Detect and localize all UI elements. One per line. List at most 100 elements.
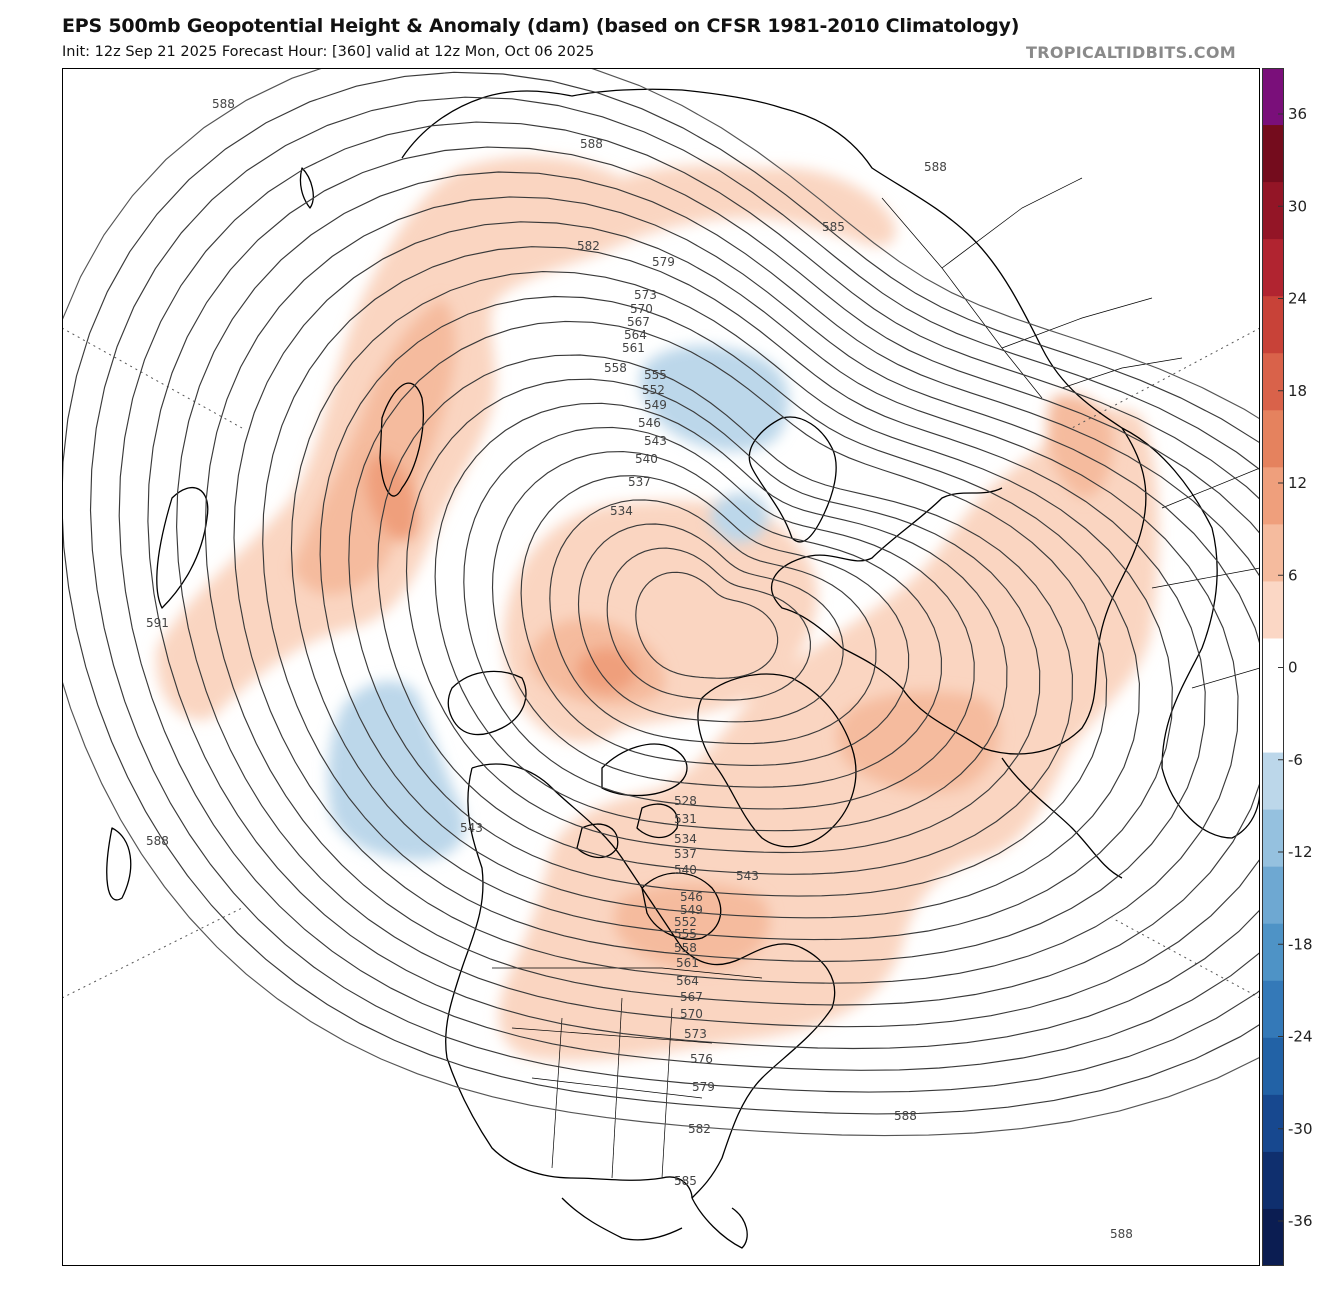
contour-label-549-s: 549 — [680, 903, 703, 917]
coastlines — [106, 88, 1260, 1249]
contour-label-570-n: 570 — [630, 302, 653, 316]
colorbar-tick-label: 30 — [1288, 197, 1307, 215]
colorbar-swatch — [1262, 638, 1284, 697]
height-contour-576 — [176, 171, 1260, 1028]
contour-label-543-n: 543 — [644, 434, 667, 448]
contour-label-537-n: 537 — [628, 475, 651, 489]
contour-label-537-s: 537 — [674, 847, 697, 861]
colorbar-swatch — [1262, 239, 1284, 297]
colorbar-tick-label: -12 — [1288, 843, 1313, 861]
colorbar-swatch — [1262, 1151, 1284, 1210]
colorbar-swatch — [1262, 695, 1284, 754]
colorbar-tick-label: 24 — [1288, 290, 1307, 308]
contour-label-585-s: 585 — [674, 1174, 697, 1188]
colorbar-swatch — [1262, 524, 1284, 583]
colorbar-swatch — [1262, 410, 1284, 468]
contour-label-588-nw: 588 — [212, 97, 235, 111]
political-borders — [492, 177, 1260, 1179]
colorbar-tick-label: 36 — [1288, 105, 1307, 123]
contour-label-567-n: 567 — [627, 315, 650, 329]
contour-label-555-n: 555 — [644, 368, 667, 382]
contour-label-534-s: 534 — [674, 832, 697, 846]
height-contour-537 — [549, 499, 877, 745]
colorbar-swatch — [1262, 296, 1284, 354]
height-contour-573 — [204, 196, 1260, 1006]
height-contour-540 — [520, 475, 910, 766]
height-contour-543 — [491, 451, 942, 788]
height-contour-588 — [62, 71, 1260, 1115]
contour-label-552-n: 552 — [642, 383, 665, 397]
colorbar-swatch — [1262, 467, 1284, 525]
contour-label-528-s: 528 — [674, 794, 697, 808]
colorbar-swatch — [1262, 581, 1284, 640]
height-contour-558 — [348, 320, 1108, 897]
height-contours — [62, 68, 1260, 1137]
map-frame — [62, 68, 1260, 1266]
colorbar-swatch — [1262, 809, 1284, 868]
height-contour-561 — [319, 295, 1140, 919]
height-contour-579 — [147, 146, 1260, 1050]
contour-label-558-s: 558 — [674, 941, 697, 955]
contour-label-552-s: 552 — [674, 915, 697, 929]
contour-label-573-n: 573 — [634, 288, 657, 302]
contour-label-540-s: 540 — [674, 863, 697, 877]
colorbar-swatch — [1262, 980, 1284, 1039]
contour-label-531-s: 531 — [674, 812, 697, 826]
contour-label-588-ne: 588 — [924, 160, 947, 174]
colorbar-swatch — [1262, 182, 1284, 240]
anomaly-colorbar: 36 30 24 18 12 6 0 -6 -12 -18 -24 -30 -36 — [1262, 68, 1313, 1266]
contour-label-588-n: 588 — [580, 137, 603, 151]
height-contour-552 — [405, 378, 1041, 854]
contour-label-534-n: 534 — [610, 504, 633, 518]
contour-label-549-n: 549 — [644, 398, 667, 412]
contour-label-561-n: 561 — [622, 341, 645, 355]
contour-label-579-s: 579 — [692, 1080, 715, 1094]
height-contour-585 — [89, 96, 1260, 1093]
contour-label-555-s: 555 — [674, 927, 697, 941]
contour-label-546-s: 546 — [680, 890, 703, 904]
colorbar-tick-label: 18 — [1288, 382, 1307, 400]
contour-label-591-w: 591 — [146, 616, 169, 630]
colorbar-tick-label: 12 — [1288, 474, 1307, 492]
contour-label-582-s: 582 — [688, 1122, 711, 1136]
colorbar-swatch — [1262, 923, 1284, 982]
contour-label-588-se: 588 — [894, 1109, 917, 1123]
colorbar-swatch — [1262, 68, 1284, 126]
map-subtitle: Init: 12z Sep 21 2025 Forecast Hour: [36… — [62, 44, 595, 60]
colorbar-tick-label: -24 — [1288, 1028, 1313, 1046]
graticule — [62, 327, 1260, 999]
contour-label-543-pac: 543 — [460, 821, 483, 835]
contour-label-573-s: 573 — [684, 1027, 707, 1041]
colorbar-swatch — [1262, 1208, 1284, 1266]
contour-label-588-w: 588 — [146, 834, 169, 848]
contour-label-558-n: 558 — [604, 361, 627, 375]
contour-label-576-s: 576 — [690, 1052, 713, 1066]
height-contour-549 — [434, 402, 1008, 832]
height-contour-555 — [377, 354, 1073, 875]
colorbar-tick-label: -30 — [1288, 1120, 1313, 1138]
colorbar-tick-label: 6 — [1288, 566, 1298, 584]
colorbar-swatch — [1262, 353, 1284, 411]
height-contour-564 — [290, 271, 1173, 941]
colorbar-tick-label: -6 — [1288, 751, 1303, 769]
contour-label-546-n: 546 — [638, 416, 661, 430]
colorbar-swatch — [1262, 866, 1284, 925]
height-contour-567 — [262, 246, 1206, 962]
colorbar-swatch — [1262, 1094, 1284, 1153]
contour-label-567-s: 567 — [680, 990, 703, 1004]
brand-watermark: TROPICALTIDBITS.COM — [1026, 43, 1236, 62]
height-contour-591 — [62, 68, 1260, 1137]
map-title: EPS 500mb Geopotential Height & Anomaly … — [62, 15, 1020, 37]
height-contour-528 — [635, 571, 779, 679]
colorbar-swatch — [1262, 125, 1284, 183]
contour-label-564-n: 564 — [624, 328, 647, 342]
contour-label-582-n: 582 — [577, 239, 600, 253]
contour-label-561-s: 561 — [676, 956, 699, 970]
height-contour-531 — [606, 547, 811, 701]
colorbar-swatch — [1262, 1037, 1284, 1096]
height-contour-570 — [233, 221, 1239, 984]
height-contour-582 — [118, 121, 1260, 1071]
contour-label-543-s: 543 — [736, 869, 759, 883]
